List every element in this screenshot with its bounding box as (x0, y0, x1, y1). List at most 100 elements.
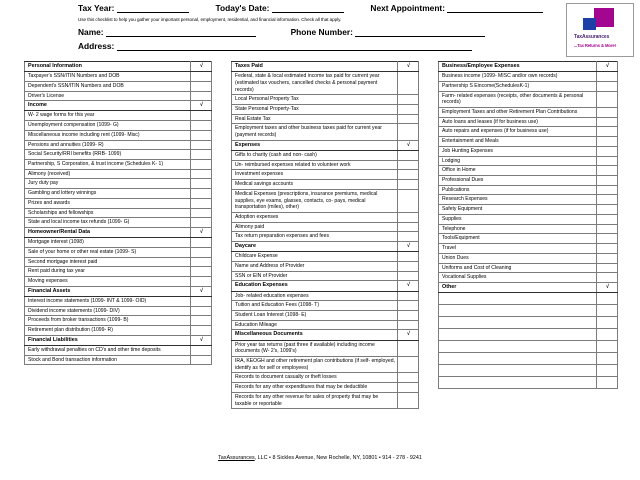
checkbox-cell[interactable] (190, 325, 212, 336)
write-in-field[interactable] (438, 376, 597, 390)
checkbox-cell[interactable] (190, 295, 212, 307)
checkbox-cell[interactable] (397, 372, 419, 384)
checkbox-cell[interactable] (596, 292, 618, 306)
checkbox-cell[interactable] (190, 207, 212, 219)
checkbox-cell[interactable] (397, 391, 419, 410)
checkbox-cell[interactable] (397, 319, 419, 331)
checkbox-cell[interactable] (596, 262, 618, 274)
checkbox-cell[interactable] (596, 155, 618, 167)
checkbox-cell[interactable] (596, 328, 618, 342)
checkbox-cell[interactable] (190, 139, 212, 151)
checkbox-cell[interactable] (190, 120, 212, 131)
checkbox-cell[interactable] (596, 194, 618, 206)
checkbox-cell[interactable] (190, 315, 212, 327)
checkbox-cell[interactable] (397, 150, 419, 161)
checkbox-cell[interactable] (397, 270, 419, 282)
checkbox-cell[interactable] (397, 212, 419, 223)
checkbox-cell[interactable] (596, 272, 618, 283)
checklist-table-3: Business/Employee Expenses √ Business inco… (438, 60, 618, 390)
checkbox-cell[interactable] (397, 356, 419, 374)
checkbox-cell[interactable] (397, 188, 419, 214)
checkbox-cell[interactable] (397, 169, 419, 181)
checkbox-cell[interactable] (190, 188, 212, 199)
checkbox-cell[interactable] (596, 213, 618, 225)
checkbox-cell[interactable] (190, 90, 212, 102)
write-in-field[interactable] (438, 292, 597, 306)
checkbox-cell[interactable] (190, 354, 212, 366)
checkbox-cell[interactable] (190, 178, 212, 190)
checkbox-cell[interactable] (397, 159, 419, 171)
checkbox-cell[interactable] (397, 113, 419, 125)
checkbox-cell[interactable] (596, 316, 618, 330)
checkbox-cell[interactable] (596, 175, 618, 186)
checkbox-cell[interactable] (190, 197, 212, 209)
checkbox-cell[interactable] (596, 233, 618, 245)
checkbox-cell[interactable] (190, 237, 212, 248)
checkbox-cell[interactable] (397, 261, 419, 272)
checklist-item-label: Lodging (438, 155, 597, 167)
checkbox-cell[interactable] (596, 145, 618, 157)
write-in-field[interactable] (438, 340, 597, 354)
checkbox-cell[interactable] (397, 382, 419, 393)
checkbox-cell[interactable] (596, 223, 618, 235)
checkbox-cell[interactable] (190, 159, 212, 170)
checkbox-cell[interactable] (596, 340, 618, 354)
checkbox-cell[interactable] (397, 300, 419, 312)
checkbox-cell[interactable] (190, 129, 212, 141)
write-in-field[interactable] (438, 364, 597, 378)
checkbox-cell[interactable] (190, 256, 212, 268)
checkbox-cell[interactable] (596, 364, 618, 378)
checkbox-cell[interactable] (596, 252, 618, 264)
checkbox-cell[interactable] (190, 276, 212, 287)
checkbox-cell[interactable] (596, 204, 618, 215)
phone-input[interactable] (355, 28, 486, 37)
checkbox-cell[interactable] (397, 339, 419, 358)
checkbox-cell[interactable] (596, 116, 618, 128)
name-input[interactable] (105, 28, 256, 37)
checkbox-cell[interactable] (190, 168, 212, 180)
checkbox-cell[interactable] (397, 310, 419, 321)
checkbox-cell[interactable] (190, 110, 212, 122)
checkbox-cell[interactable] (190, 344, 212, 356)
checkbox-cell[interactable] (397, 104, 419, 115)
checkbox-cell[interactable] (397, 94, 419, 105)
write-in-field[interactable] (438, 304, 597, 318)
write-in-field[interactable] (438, 328, 597, 342)
checkbox-cell[interactable] (397, 123, 419, 141)
checkbox-cell[interactable] (596, 90, 618, 109)
checkbox-cell[interactable] (397, 251, 419, 263)
section-title: Financial Liabilities (24, 334, 191, 346)
next-appointment-input[interactable] (447, 4, 544, 13)
checkbox-cell[interactable] (397, 231, 419, 243)
checkbox-cell[interactable] (190, 149, 212, 160)
checklist-item-row: Sale of your home or other real estate (… (24, 246, 212, 258)
checkbox-cell[interactable] (397, 221, 419, 233)
checklist-item-label: Uniforms and Cost of Cleaning (438, 262, 597, 274)
checkbox-cell[interactable] (596, 126, 618, 138)
checkbox-cell[interactable] (596, 243, 618, 254)
checklist-item-row: Job Hunting Expenses (438, 145, 618, 157)
checkbox-cell[interactable] (596, 107, 618, 118)
checkbox-cell[interactable] (596, 165, 618, 177)
checkbox-cell[interactable] (596, 136, 618, 147)
checkbox-cell[interactable] (596, 80, 618, 92)
checkbox-cell[interactable] (190, 71, 212, 82)
checkbox-cell[interactable] (190, 246, 212, 258)
checkbox-cell[interactable] (190, 217, 212, 229)
checkbox-cell[interactable] (190, 80, 212, 92)
checkbox-cell[interactable] (596, 352, 618, 366)
address-input[interactable] (116, 42, 472, 51)
checkbox-cell[interactable] (596, 376, 618, 390)
checkbox-cell[interactable] (596, 304, 618, 318)
checkbox-cell[interactable] (397, 290, 419, 302)
checkbox-cell[interactable] (190, 266, 212, 278)
checkbox-cell[interactable] (397, 71, 419, 96)
checkbox-cell[interactable] (190, 305, 212, 317)
write-in-field[interactable] (438, 316, 597, 330)
todays-date-input[interactable] (271, 4, 344, 13)
checkbox-cell[interactable] (397, 179, 419, 190)
write-in-field[interactable] (438, 352, 597, 366)
checkbox-cell[interactable] (596, 184, 618, 196)
tax-year-input[interactable] (116, 4, 189, 13)
checkbox-cell[interactable] (596, 71, 618, 82)
